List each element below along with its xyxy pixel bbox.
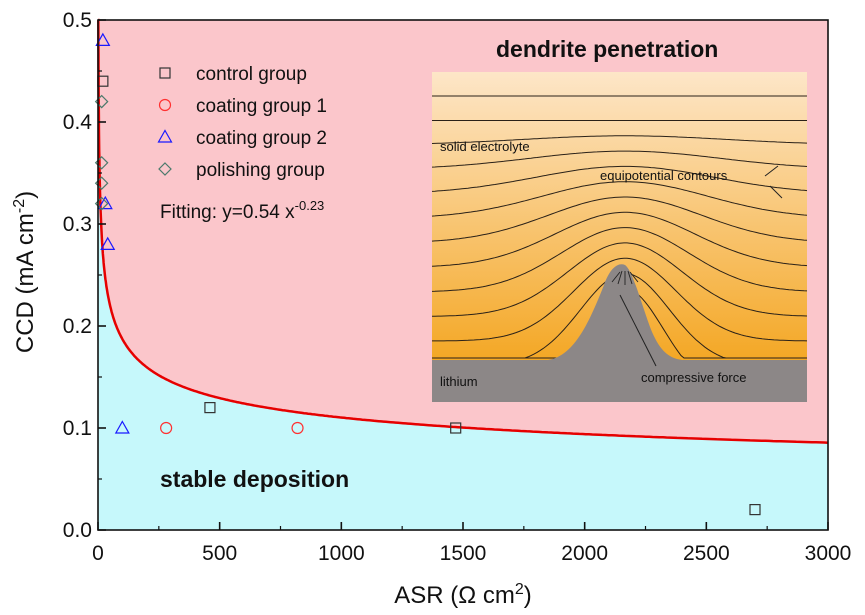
control-group-point [450, 422, 462, 434]
equipotential-contour [431, 150, 808, 168]
legend-label: coating group 1 [196, 96, 327, 117]
force-pointer-line [619, 294, 657, 367]
x-tick-label: 1500 [440, 542, 487, 565]
coating-group-2-point [100, 236, 116, 250]
y-tick-label: 0.2 [63, 315, 92, 338]
y-tick-label: 0.0 [63, 519, 92, 542]
inset-lithium-label: lithium [440, 374, 478, 389]
x-tick-label: 2500 [683, 542, 730, 565]
coating-group-2-point [95, 32, 111, 46]
x-tick-label: 0 [92, 542, 104, 565]
legend-label: polishing group [196, 160, 325, 181]
y-tick-label: 0.1 [63, 417, 92, 440]
coating-group-1-point [160, 421, 173, 435]
region-above-label: dendrite penetration [496, 36, 718, 62]
y-tick-label: 0.3 [63, 213, 92, 236]
legend-marker-coating-group-1 [158, 98, 172, 112]
y-tick-label: 0.4 [63, 111, 93, 134]
legend-label: coating group 2 [196, 128, 327, 149]
inset-force-label: compressive force [641, 370, 746, 385]
control-group-point [204, 402, 216, 414]
inset-schematic: solid electrolyte equipotential contours… [431, 72, 808, 402]
equipotential-contour [431, 211, 808, 267]
equipotential-contour [431, 165, 808, 192]
contour-pointer-line-2 [769, 185, 783, 199]
fit-equation-label: Fitting: y=0.54 x-0.23 [160, 198, 324, 223]
equipotential-contours [431, 95, 808, 359]
equipotential-contour [432, 257, 808, 342]
x-axis-title: ASR (Ω cm2) [394, 581, 532, 609]
x-tick-label: 500 [202, 542, 237, 565]
y-axis-title: CCD (mA cm-2) [11, 191, 39, 353]
legend: control group coating group 1 coating grou… [157, 64, 327, 181]
coating-group-2-point [97, 195, 113, 210]
legend-label: control group [196, 64, 307, 85]
lithium-dendrite [432, 264, 807, 402]
x-tick-label: 2000 [561, 542, 608, 565]
inset-contours-label: equipotential contours [600, 168, 728, 183]
equipotential-contour [432, 242, 808, 317]
inset-electrolyte-label: solid electrolyte [440, 139, 530, 154]
legend-marker-coating-group-2 [157, 129, 173, 143]
x-tick-label: 3000 [805, 542, 852, 565]
x-tick-label: 1000 [318, 542, 365, 565]
y-tick-label: 0.5 [63, 9, 92, 32]
equipotential-contour [431, 135, 808, 144]
legend-marker-control-group [159, 67, 171, 79]
equipotential-contour [431, 227, 808, 292]
region-below-label: stable deposition [160, 466, 349, 492]
control-group-point [749, 504, 761, 516]
axes: 0 500 1000 1500 2000 2500 3000 0.0 0.1 0.2 0.3 0.4 0… [63, 9, 852, 565]
contour-pointer-line-1 [764, 165, 779, 177]
equipotential-contour [431, 196, 808, 242]
equipotential-contour [431, 181, 808, 217]
legend-marker-polishing-group [158, 162, 172, 176]
coating-group-1-point [291, 421, 304, 435]
compressive-force-arrows [611, 270, 639, 285]
fit-curve [97, 18, 829, 444]
coating-group-2-point [114, 420, 130, 434]
